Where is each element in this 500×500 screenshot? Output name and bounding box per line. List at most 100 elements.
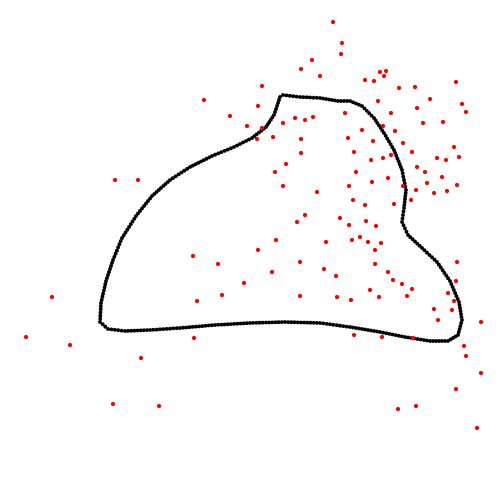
scatter-point — [241, 280, 247, 286]
scatter-point — [298, 136, 304, 142]
outline-point — [318, 321, 322, 325]
scatter-point — [454, 182, 460, 188]
outline-point — [154, 327, 159, 332]
outline-point — [456, 330, 461, 334]
outline-point — [203, 323, 208, 328]
outline-point — [113, 251, 118, 256]
outline-point — [438, 265, 443, 270]
outline-point — [128, 222, 133, 227]
outline-point — [367, 111, 372, 116]
outline-point — [437, 339, 441, 343]
outline-point — [321, 96, 325, 101]
outline-point — [247, 137, 251, 142]
outline-point — [401, 223, 406, 228]
outline-point — [458, 309, 463, 313]
scatter-point — [367, 287, 373, 293]
outline-point — [164, 327, 169, 331]
outline-point — [402, 203, 407, 207]
outline-point — [132, 216, 137, 221]
outline-point — [109, 264, 113, 268]
outline-point — [274, 107, 278, 111]
outline-point — [197, 324, 202, 329]
outline-point — [399, 165, 403, 170]
scatter-point — [283, 161, 289, 167]
scatter-point — [280, 120, 286, 126]
outline-point — [341, 324, 346, 328]
outline-point — [241, 321, 246, 326]
outline-point — [123, 230, 128, 235]
scatter-point — [110, 401, 116, 407]
outline-point — [443, 339, 447, 343]
outline-point — [455, 297, 460, 301]
outline-point — [425, 250, 429, 255]
outline-point — [457, 300, 461, 304]
outline-shape — [98, 93, 464, 343]
scatter-point — [362, 77, 368, 83]
outline-point — [381, 330, 385, 335]
outline-point — [106, 273, 110, 277]
outline-point — [110, 261, 114, 265]
outline-point — [344, 324, 349, 329]
outline-point — [360, 327, 364, 331]
scatter-point — [201, 97, 207, 103]
scatter-point — [215, 261, 221, 267]
outline-point — [104, 279, 108, 283]
outline-point — [354, 101, 358, 106]
scatter-point — [371, 78, 377, 84]
scatter-point — [424, 180, 430, 186]
outline-point — [210, 154, 214, 158]
outline-point — [459, 321, 464, 325]
outline-point — [244, 321, 249, 326]
scatter-point — [380, 155, 386, 161]
scatter-point — [323, 239, 329, 245]
outline-point — [219, 150, 224, 155]
outline-point — [428, 339, 432, 343]
outline-point — [257, 320, 262, 325]
outline-point — [324, 97, 328, 101]
outline-point — [103, 282, 108, 286]
outline-point — [311, 95, 316, 100]
scatter-point — [453, 386, 459, 392]
outline-point — [194, 324, 198, 329]
scatter-point — [381, 73, 387, 79]
outline-point — [336, 99, 340, 103]
outline-point — [362, 106, 367, 111]
scatter-point — [191, 335, 197, 341]
outline-point — [324, 322, 329, 326]
outline-point — [458, 306, 462, 310]
outline-point — [127, 225, 131, 229]
outline-point — [287, 93, 292, 98]
outline-point — [406, 335, 410, 340]
outline-point — [453, 291, 457, 295]
scatter-point — [259, 125, 265, 131]
scatter-point — [409, 149, 415, 155]
outline-point — [421, 338, 426, 342]
outline-point — [98, 304, 103, 309]
outline-point — [308, 95, 312, 100]
scatter-point — [454, 259, 460, 265]
outline-point — [181, 325, 186, 330]
scatter-point — [420, 120, 426, 126]
scatter-point — [337, 215, 343, 221]
outline-point — [459, 315, 464, 319]
outline-point — [460, 318, 464, 322]
outline-point — [327, 97, 331, 102]
outline-point — [281, 93, 285, 97]
outline-point — [188, 165, 192, 169]
outline-point — [400, 334, 404, 339]
scatter-point — [112, 177, 118, 183]
outline-point — [174, 326, 179, 331]
outline-point — [117, 242, 122, 247]
outline-point — [100, 322, 105, 327]
outline-point — [458, 324, 463, 328]
scatter-point — [443, 157, 449, 163]
outline-point — [273, 110, 277, 114]
outline-point — [404, 229, 409, 234]
outline-point — [102, 288, 106, 293]
outline-point — [342, 99, 346, 103]
outline-point — [321, 321, 326, 326]
outline-point — [129, 328, 134, 333]
scatter-point — [372, 261, 378, 267]
outline-point — [279, 320, 284, 324]
